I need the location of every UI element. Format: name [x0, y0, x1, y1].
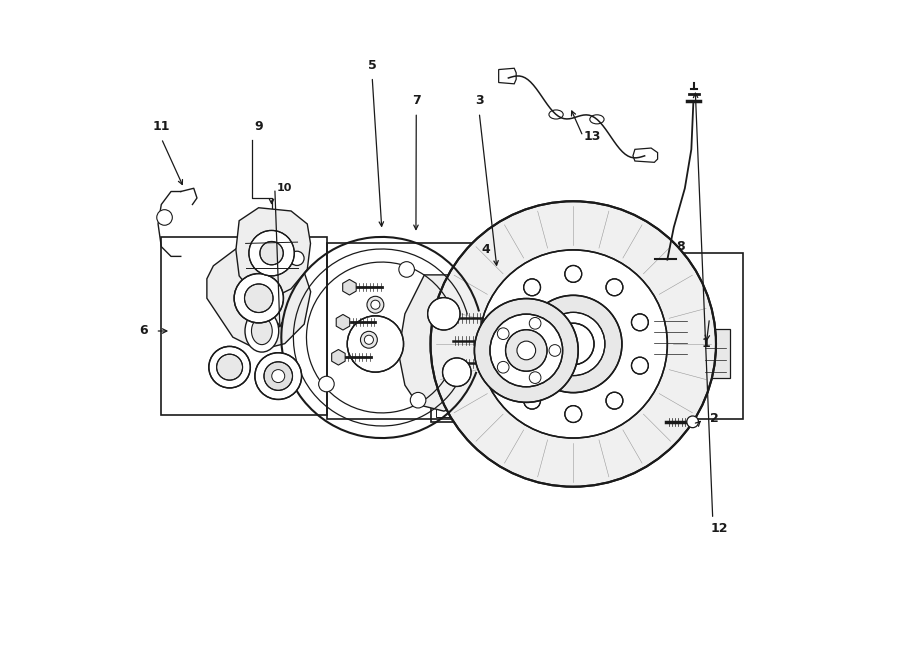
Circle shape: [606, 279, 623, 296]
Text: 1: 1: [702, 338, 711, 350]
Circle shape: [498, 328, 509, 340]
Bar: [430, 279, 563, 422]
Polygon shape: [650, 416, 665, 428]
Polygon shape: [337, 314, 350, 330]
Polygon shape: [399, 275, 502, 411]
Ellipse shape: [245, 310, 279, 352]
Circle shape: [529, 318, 541, 329]
Circle shape: [549, 345, 561, 356]
Circle shape: [264, 362, 292, 391]
Circle shape: [255, 353, 302, 399]
Circle shape: [553, 323, 594, 365]
Polygon shape: [207, 246, 310, 350]
Text: 9: 9: [255, 120, 263, 133]
Text: 2: 2: [710, 412, 719, 425]
Circle shape: [499, 357, 515, 374]
Bar: [161, 237, 327, 415]
Circle shape: [479, 250, 667, 438]
Polygon shape: [441, 358, 453, 369]
Circle shape: [524, 279, 541, 296]
Circle shape: [371, 300, 380, 309]
Circle shape: [524, 392, 541, 409]
Circle shape: [157, 210, 172, 225]
Circle shape: [499, 314, 515, 331]
Circle shape: [542, 312, 605, 375]
Text: 8: 8: [676, 240, 685, 253]
Circle shape: [565, 406, 581, 422]
Polygon shape: [646, 287, 695, 362]
Polygon shape: [441, 336, 453, 346]
Circle shape: [209, 346, 250, 388]
Text: 13: 13: [584, 130, 601, 143]
Circle shape: [565, 265, 581, 282]
Bar: [327, 244, 505, 418]
Polygon shape: [701, 330, 730, 378]
Text: 11: 11: [153, 120, 170, 133]
Circle shape: [367, 297, 383, 313]
Text: 10: 10: [277, 183, 292, 193]
Circle shape: [529, 372, 541, 383]
Circle shape: [410, 393, 426, 408]
Text: 7: 7: [412, 94, 420, 107]
Circle shape: [525, 295, 622, 393]
Text: 5: 5: [368, 58, 376, 71]
Circle shape: [260, 242, 284, 265]
Circle shape: [517, 341, 535, 360]
Circle shape: [245, 284, 273, 312]
Circle shape: [632, 314, 648, 331]
Polygon shape: [656, 265, 688, 289]
Circle shape: [290, 251, 304, 265]
Bar: [436, 284, 558, 416]
Circle shape: [498, 361, 509, 373]
Text: 3: 3: [475, 94, 483, 107]
Circle shape: [347, 316, 403, 372]
Polygon shape: [332, 350, 346, 365]
Circle shape: [474, 299, 578, 402]
Circle shape: [687, 416, 698, 428]
Circle shape: [399, 261, 414, 277]
Polygon shape: [343, 279, 356, 295]
Circle shape: [217, 354, 243, 380]
Circle shape: [272, 369, 284, 383]
Bar: [656, 283, 664, 297]
Text: 12: 12: [710, 522, 728, 536]
Polygon shape: [236, 208, 310, 299]
Polygon shape: [441, 313, 453, 323]
Bar: [620, 253, 743, 418]
Text: 6: 6: [140, 324, 148, 338]
Circle shape: [364, 335, 373, 344]
Circle shape: [361, 331, 377, 348]
Circle shape: [249, 230, 294, 276]
Polygon shape: [651, 323, 690, 359]
Circle shape: [506, 330, 547, 371]
Circle shape: [319, 376, 334, 392]
Circle shape: [428, 298, 460, 330]
Circle shape: [443, 358, 471, 387]
Circle shape: [234, 273, 284, 323]
Ellipse shape: [251, 317, 272, 345]
Text: 4: 4: [482, 244, 490, 256]
Circle shape: [606, 392, 623, 409]
Circle shape: [490, 314, 562, 387]
Circle shape: [632, 357, 648, 374]
Circle shape: [430, 201, 716, 487]
